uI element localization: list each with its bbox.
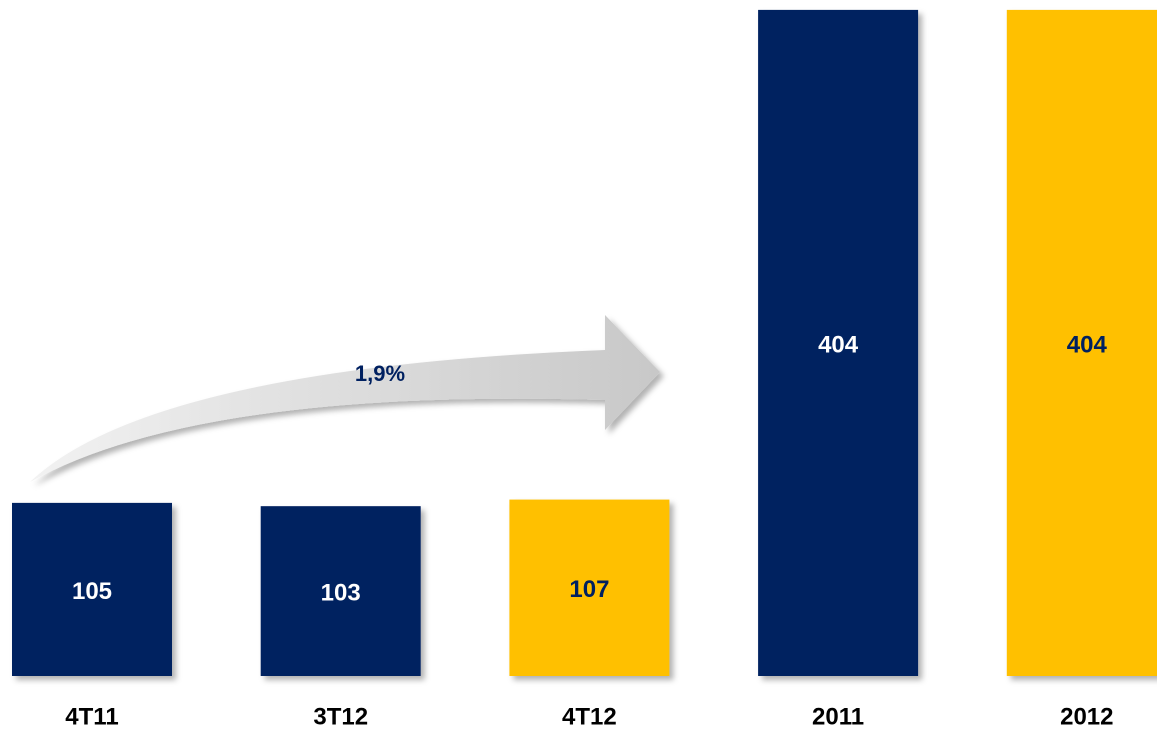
growth-arrow [30, 315, 660, 482]
value-label: 107 [569, 576, 609, 603]
value-label: 105 [72, 578, 112, 605]
x-tick-label: 2011 [812, 703, 864, 730]
x-tick-label: 4T12 [562, 703, 617, 730]
x-tick-label: 4T11 [65, 703, 118, 730]
bar [758, 9, 919, 676]
value-label: 404 [1067, 331, 1108, 358]
growth-annotation: 1,9% [355, 361, 405, 386]
value-label: 404 [818, 331, 859, 358]
bar [509, 499, 670, 676]
bar [260, 506, 421, 676]
x-tick-label: 2012 [1060, 703, 1113, 730]
x-tick-label: 3T12 [313, 703, 368, 730]
bar [12, 502, 172, 676]
value-label: 103 [321, 579, 361, 606]
bar [1006, 9, 1157, 676]
